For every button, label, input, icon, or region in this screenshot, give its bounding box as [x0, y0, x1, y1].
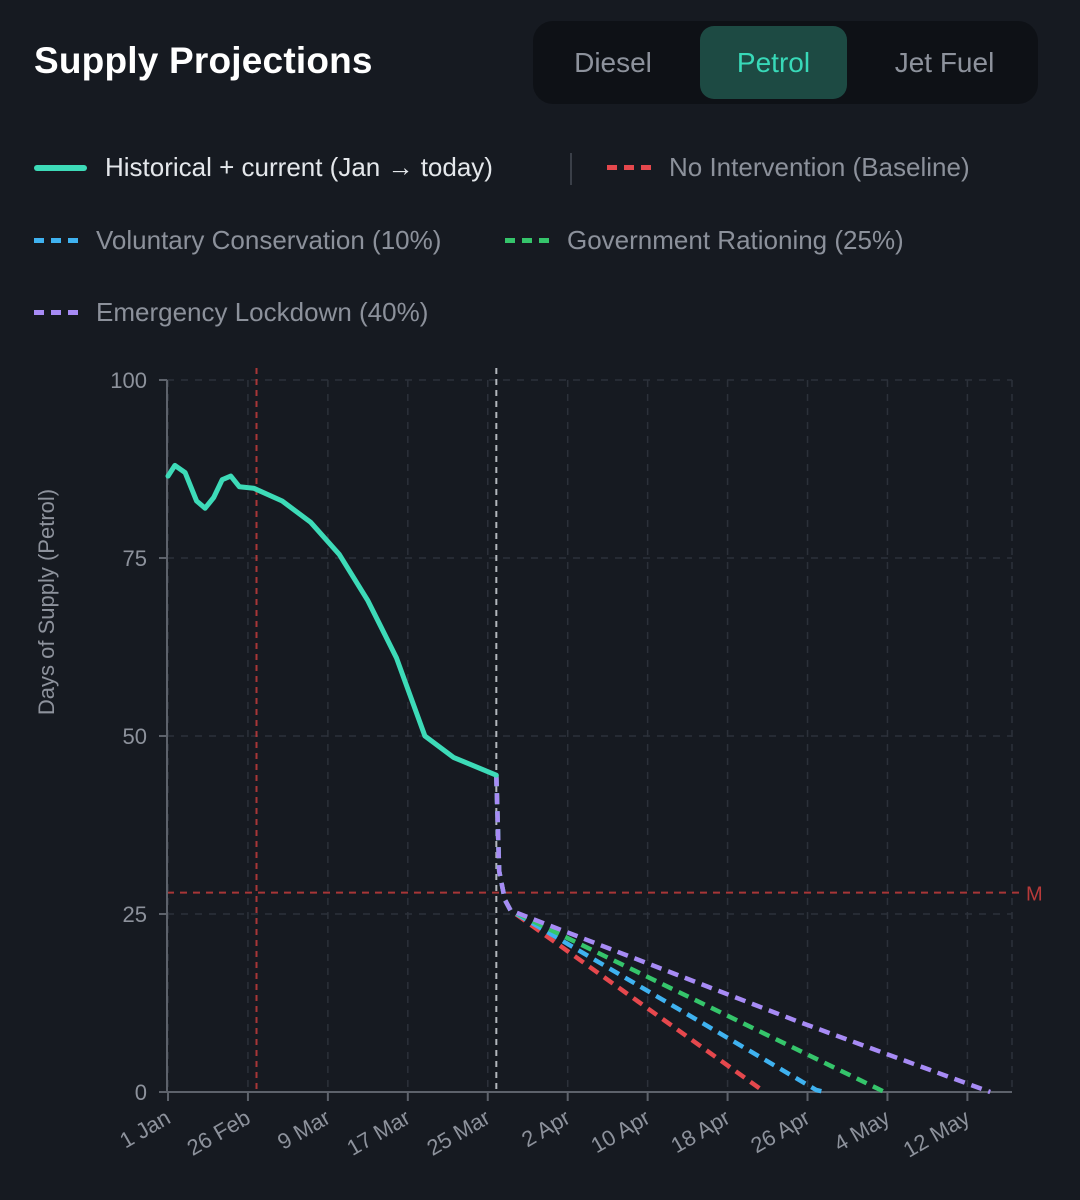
legend-label-lockdown: Emergency Lockdown (40%): [96, 297, 429, 327]
series-line-lockdown: [494, 775, 991, 1095]
legend-historical[interactable]: Historical + current (Jan → today): [34, 152, 493, 183]
legend-lockdown[interactable]: Emergency Lockdown (40%): [34, 297, 428, 328]
threshold-label: M: [1026, 884, 1043, 906]
y-tick-label: 25: [123, 902, 147, 927]
legend-swatch-rationing: [505, 238, 549, 243]
x-tick-label: 4 May: [830, 1105, 894, 1157]
legend-label-historical: Historical + current (Jan → today): [105, 152, 493, 182]
x-tick-label: 26 Feb: [183, 1105, 255, 1161]
series-line-baseline: [494, 775, 767, 1094]
legend-separator: [570, 153, 572, 185]
chart-annotations: M: [167, 368, 1043, 1092]
legend-swatch-baseline: [607, 165, 651, 170]
legend-swatch-voluntary: [34, 238, 78, 243]
legend-swatch-historical: [34, 164, 87, 171]
legend-voluntary[interactable]: Voluntary Conservation (10%): [34, 225, 441, 256]
tab-jet-fuel[interactable]: Jet Fuel: [894, 47, 995, 78]
tab-diesel[interactable]: Diesel: [574, 47, 652, 78]
x-tick-label: 12 May: [899, 1105, 974, 1163]
legend-label-baseline: No Intervention (Baseline): [669, 152, 970, 182]
series-line-historical: [165, 462, 499, 778]
x-tick-label: 17 Mar: [343, 1105, 415, 1161]
supply-projection-chart: M 0 25 50 75 100 1 Jan 26 Feb 9 Mar 17 Mar 25 Mar…: [34, 368, 1043, 1163]
tab-petrol[interactable]: Petrol: [700, 26, 847, 99]
x-tick-label: 26 Apr: [746, 1105, 814, 1158]
fuel-type-selector: Diesel Petrol Jet Fuel: [533, 21, 1038, 104]
x-tick-label: 25 Mar: [422, 1105, 494, 1161]
x-tick-label: 2 Apr: [517, 1105, 574, 1152]
legend-label-voluntary: Voluntary Conservation (10%): [96, 225, 442, 255]
chart-grid: [167, 379, 1013, 1093]
y-axis-label: Days of Supply (Petrol): [34, 489, 59, 715]
y-tick-label: 0: [135, 1080, 147, 1105]
x-tick-label: 18 Apr: [666, 1105, 734, 1158]
y-tick-label: 100: [110, 368, 147, 393]
legend-swatch-lockdown: [34, 310, 78, 315]
legend-rationing[interactable]: Government Rationing (25%): [505, 225, 904, 256]
x-tick-label: 10 Apr: [587, 1105, 655, 1158]
series-line-rationing: [494, 775, 886, 1095]
legend-label-rationing: Government Rationing (25%): [567, 225, 904, 255]
y-tick-label: 50: [123, 724, 147, 749]
legend-baseline[interactable]: No Intervention (Baseline): [607, 152, 970, 183]
page-title: Supply Projections: [34, 40, 373, 81]
series-line-voluntary: [494, 775, 826, 1095]
x-tick-label: 9 Mar: [273, 1105, 334, 1155]
x-tick-label: 1 Jan: [115, 1105, 174, 1154]
y-tick-label: 75: [123, 546, 147, 571]
chart-series: [165, 462, 991, 1095]
